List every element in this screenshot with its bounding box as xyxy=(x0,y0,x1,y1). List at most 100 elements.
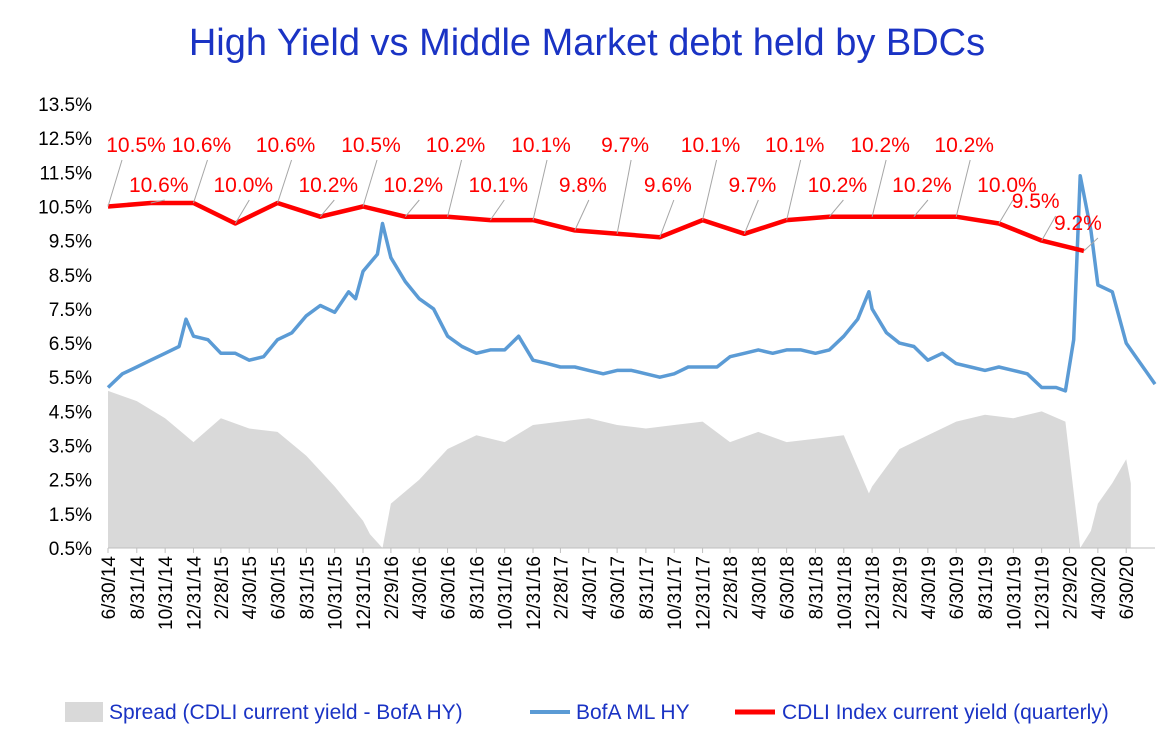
y-tick-label: 11.5% xyxy=(40,163,93,184)
cdli-data-label: 10.1% xyxy=(469,174,529,197)
cdli-data-label: 10.5% xyxy=(341,134,401,157)
data-label-leader xyxy=(913,199,929,218)
x-tick-label: 2/29/16 xyxy=(382,556,403,619)
y-tick-label: 1.5% xyxy=(49,505,92,526)
cdli-data-label: 10.5% xyxy=(106,134,166,157)
cdli-data-label: 10.2% xyxy=(850,134,910,157)
data-label-leader xyxy=(1041,215,1057,241)
data-label-leader xyxy=(828,199,844,218)
data-label-leader xyxy=(955,159,971,217)
spread-area xyxy=(108,390,1131,548)
y-tick-label: 6.5% xyxy=(49,334,92,355)
x-tick-label: 12/31/18 xyxy=(863,556,884,630)
cdli-data-label: 10.2% xyxy=(808,174,868,197)
x-tick-label: 12/31/19 xyxy=(1033,556,1054,630)
x-tick-label: 2/28/19 xyxy=(891,556,912,619)
cdli-data-label: 9.8% xyxy=(559,174,607,197)
y-tick-label: 13.5% xyxy=(38,95,92,116)
x-tick-label: 6/30/18 xyxy=(778,556,799,619)
data-label-leader xyxy=(998,199,1014,224)
x-tick-label: 10/31/17 xyxy=(665,556,686,630)
y-tick-label: 0.5% xyxy=(49,539,92,560)
cdli-data-label: 10.2% xyxy=(384,174,444,197)
y-tick-label: 7.5% xyxy=(49,300,92,321)
x-tick-label: 6/30/15 xyxy=(269,556,290,619)
cdli-data-label: 9.6% xyxy=(644,174,692,197)
bofa-hy-line xyxy=(106,173,1157,393)
cdli-data-label: 10.6% xyxy=(129,174,189,197)
legend-label-bofa: BofA ML HY xyxy=(576,701,690,724)
x-tick-label: 10/31/16 xyxy=(496,556,517,630)
y-tick-label: 4.5% xyxy=(49,402,92,423)
x-tick-label: 4/30/19 xyxy=(919,556,940,619)
cdli-data-label: 10.0% xyxy=(977,174,1037,197)
cdli-data-label: 10.2% xyxy=(892,174,952,197)
legend-label-cdli: CDLI Index current yield (quarterly) xyxy=(782,701,1109,724)
cdli-data-label: 9.7% xyxy=(601,134,649,157)
data-label-leader xyxy=(234,199,250,224)
y-tick-label: 8.5% xyxy=(49,266,92,287)
x-tick-label: 8/31/19 xyxy=(976,556,997,619)
x-tick-label: 4/30/17 xyxy=(580,556,601,619)
legend-label-spread: Spread (CDLI current yield - BofA HY) xyxy=(109,701,463,724)
x-tick-label: 6/30/16 xyxy=(439,556,460,619)
x-tick-label: 8/31/18 xyxy=(806,556,827,619)
data-label-leader xyxy=(192,159,208,204)
data-label-leader xyxy=(574,199,590,231)
data-label-leader xyxy=(150,199,165,204)
data-label-leader xyxy=(447,159,463,217)
cdli-data-label: 10.1% xyxy=(511,134,571,157)
x-tick-label: 2/28/15 xyxy=(212,556,233,619)
data-label-leader xyxy=(659,199,675,238)
data-label-leader xyxy=(404,199,420,218)
data-label-leader xyxy=(702,159,718,221)
data-label-leader xyxy=(786,159,802,221)
x-tick-label: 6/30/14 xyxy=(99,556,120,620)
cdli-data-label: 9.5% xyxy=(1012,190,1060,213)
legend-swatch-spread xyxy=(65,702,103,722)
x-tick-label: 10/31/15 xyxy=(326,556,347,630)
x-tick-label: 2/28/18 xyxy=(721,556,742,619)
x-tick-label: 12/31/14 xyxy=(185,556,206,630)
data-label-leader xyxy=(1083,237,1099,252)
data-label-leader xyxy=(616,159,632,234)
x-tick-label: 12/31/16 xyxy=(524,556,545,630)
data-label-leader xyxy=(107,159,123,207)
data-label-leader xyxy=(489,199,505,221)
x-tick-label: 12/31/15 xyxy=(354,556,375,630)
x-tick-label: 8/31/15 xyxy=(297,556,318,619)
x-tick-label: 10/31/18 xyxy=(835,556,856,630)
cdli-data-label: 10.2% xyxy=(426,134,486,157)
x-tick-label: 8/31/14 xyxy=(128,556,149,620)
cdli-data-label: 10.6% xyxy=(256,134,316,157)
x-tick-label: 2/28/17 xyxy=(551,556,572,619)
x-tick-label: 4/30/15 xyxy=(240,556,261,619)
x-tick-label: 4/30/18 xyxy=(749,556,770,619)
y-tick-label: 3.5% xyxy=(49,437,92,458)
x-tick-label: 4/30/16 xyxy=(410,556,431,619)
y-tick-label: 5.5% xyxy=(49,368,92,389)
y-tick-label: 9.5% xyxy=(49,232,92,253)
data-label-leader xyxy=(743,199,759,234)
x-tick-label: 8/31/17 xyxy=(637,556,658,619)
chart-title: High Yield vs Middle Market debt held by… xyxy=(188,22,986,64)
cdli-data-label: 10.6% xyxy=(172,134,232,157)
cdli-data-label: 10.2% xyxy=(934,134,994,157)
x-tick-label: 6/30/20 xyxy=(1117,556,1138,619)
cdli-data-label: 9.7% xyxy=(728,174,776,197)
x-tick-label: 6/30/19 xyxy=(947,556,968,619)
cdli-data-label: 10.2% xyxy=(299,174,359,197)
x-tick-label: 8/31/16 xyxy=(467,556,488,619)
x-tick-label: 10/31/19 xyxy=(1004,556,1025,630)
data-label-leader xyxy=(277,159,293,204)
data-label-leader xyxy=(319,199,335,218)
cdli-data-label: 10.1% xyxy=(765,134,825,157)
cdli-data-label: 10.0% xyxy=(214,174,274,197)
data-label-leader xyxy=(532,159,548,221)
cdli-data-label: 9.2% xyxy=(1054,212,1102,235)
x-tick-label: 2/29/20 xyxy=(1061,556,1082,619)
x-tick-label: 10/31/14 xyxy=(156,556,177,630)
y-tick-label: 2.5% xyxy=(49,471,92,492)
data-label-leader xyxy=(362,159,378,207)
